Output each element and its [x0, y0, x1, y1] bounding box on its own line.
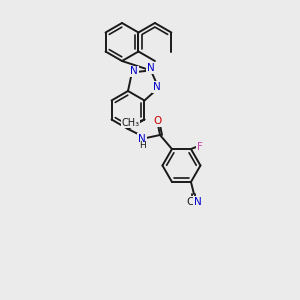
Text: N: N: [153, 82, 160, 92]
Text: F: F: [197, 142, 203, 152]
Text: N: N: [130, 66, 138, 76]
Text: N: N: [194, 197, 202, 207]
Text: N: N: [147, 63, 155, 74]
Text: N: N: [138, 134, 146, 144]
Text: O: O: [154, 116, 162, 126]
Text: CH₃: CH₃: [122, 118, 140, 128]
Text: H: H: [140, 140, 146, 149]
Text: C: C: [186, 197, 194, 207]
